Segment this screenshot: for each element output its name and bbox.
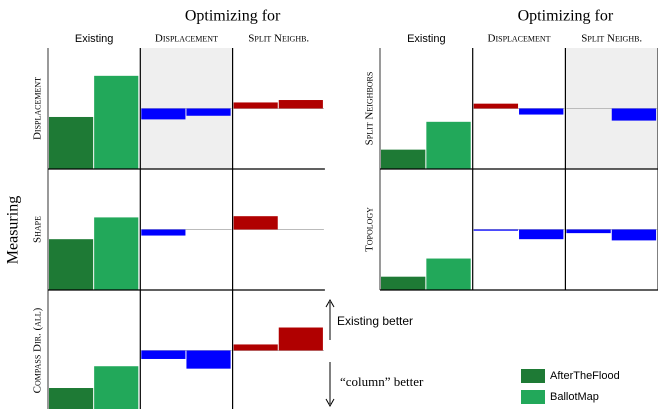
legend-label: BallotMap	[550, 391, 599, 403]
bar	[94, 75, 139, 169]
diff-bar	[611, 108, 657, 121]
column-header: Displacement	[155, 33, 218, 45]
annotation: Existing better	[337, 314, 413, 328]
bar	[49, 239, 94, 290]
legend-swatch	[521, 390, 545, 404]
bar	[426, 258, 471, 290]
bar	[426, 121, 471, 169]
diff-bar	[186, 108, 231, 116]
diff-bar	[473, 103, 519, 109]
diff-bar	[611, 229, 657, 241]
row-label: Topology	[364, 207, 376, 252]
diff-bar	[519, 229, 564, 240]
diff-bar	[278, 327, 323, 351]
row-label: Split Neighbors	[364, 72, 376, 146]
diff-bar	[473, 229, 519, 231]
diff-bar	[278, 100, 323, 109]
diff-bar	[186, 350, 231, 369]
row-label: Shape	[32, 216, 44, 243]
bar	[381, 276, 426, 290]
arrow-head	[325, 298, 335, 308]
diff-bar	[233, 102, 278, 109]
row-label: Displacement	[32, 77, 44, 140]
column-header: Split Neighb.	[248, 33, 309, 45]
diff-bar	[519, 108, 564, 115]
diff-bar	[141, 350, 186, 359]
column-header: Existing	[75, 33, 114, 45]
diff-bar	[141, 229, 186, 236]
annotation: “column” better	[340, 374, 424, 389]
panel-title: Optimizing for	[185, 8, 281, 25]
column-header: Split Neighb.	[581, 33, 642, 45]
column-header: Existing	[407, 33, 446, 45]
row-label: Compass Dir. (all)	[32, 307, 44, 393]
diff-bar	[233, 344, 278, 351]
bar	[381, 149, 426, 169]
y-axis-title: Measuring	[5, 196, 22, 264]
bar	[49, 116, 94, 169]
legend-label: AfterTheFlood	[550, 370, 620, 382]
legend-swatch	[521, 369, 545, 383]
diff-bar	[566, 229, 611, 234]
bar	[94, 366, 139, 409]
column-header: Displacement	[488, 33, 551, 45]
diff-bar	[233, 216, 278, 230]
bar	[94, 217, 139, 290]
panel-title: Optimizing for	[518, 8, 614, 25]
arrow-head	[325, 398, 335, 408]
bar	[49, 388, 94, 409]
diff-bar	[141, 108, 186, 120]
